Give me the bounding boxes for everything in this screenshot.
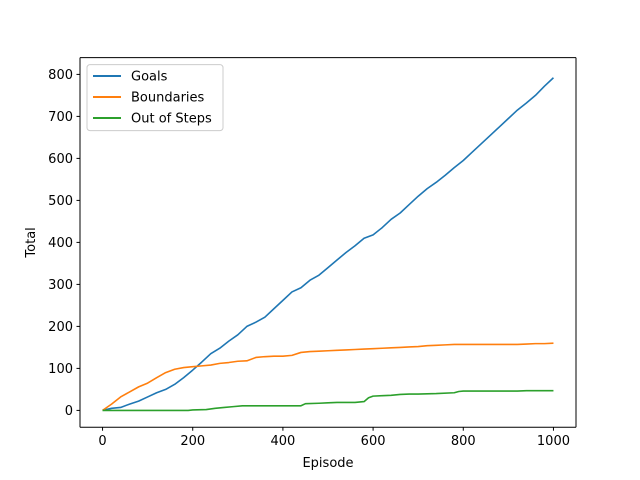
series-line-boundaries xyxy=(102,342,554,412)
axes-frame xyxy=(79,57,577,428)
y-tick-label: 200 xyxy=(48,320,73,335)
x-axis-label: Episode xyxy=(302,456,353,471)
x-tick-label: 600 xyxy=(361,434,386,449)
x-tick-label: 1000 xyxy=(537,434,570,449)
y-tick-label: 700 xyxy=(48,110,73,125)
series-line-goals xyxy=(102,77,554,412)
x-tick-label: 400 xyxy=(270,434,295,449)
legend-label-boundaries: Boundaries xyxy=(131,91,205,106)
y-tick-label: 0 xyxy=(65,404,73,419)
x-tick-label: 200 xyxy=(180,434,205,449)
ticks-layer: 0 200 400 600 800 1000 0 100 200 300 400 500 600 700 8… xyxy=(48,68,570,449)
series-layer xyxy=(102,77,554,412)
y-tick-label: 500 xyxy=(48,194,73,209)
legend-label-goals: Goals xyxy=(131,70,168,85)
legend-box xyxy=(86,64,224,132)
legend: Goals Boundaries Out of Steps xyxy=(86,64,224,132)
series-line-out-of-steps xyxy=(102,389,554,412)
y-axis-label: Total xyxy=(24,227,39,258)
y-tick-label: 600 xyxy=(48,152,73,167)
y-tick-label: 400 xyxy=(48,236,73,251)
y-tick-label: 800 xyxy=(48,68,73,83)
y-tick-label: 100 xyxy=(48,362,73,377)
x-tick-label: 0 xyxy=(98,434,106,449)
legend-label-out-of-steps: Out of Steps xyxy=(131,112,212,127)
y-tick-label: 300 xyxy=(48,278,73,293)
x-tick-label: 800 xyxy=(451,434,476,449)
